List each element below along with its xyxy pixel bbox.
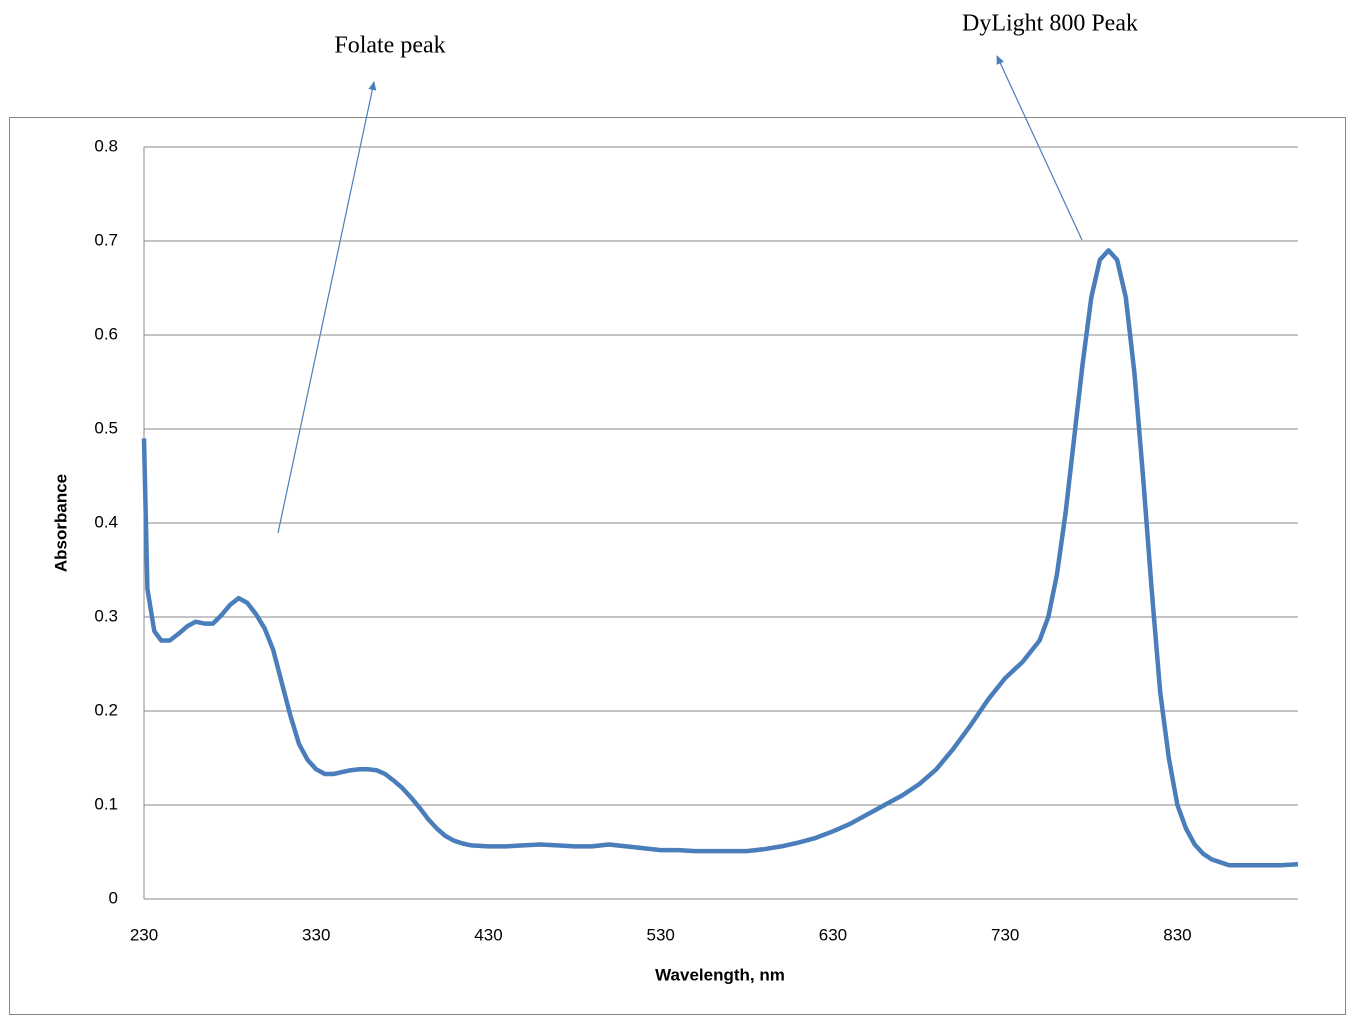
x-tick-label: 330: [302, 925, 330, 944]
y-tick-label: 0.4: [94, 512, 118, 531]
x-tick-label: 430: [474, 925, 502, 944]
x-tick-label: 230: [130, 925, 158, 944]
y-tick-label: 0.7: [94, 230, 118, 249]
x-tick-label: 630: [819, 925, 847, 944]
annotation-arrow: [277, 81, 377, 534]
y-tick-label: 0.2: [94, 700, 118, 719]
grid: [143, 146, 1298, 900]
y-tick-label: 0.8: [94, 136, 118, 155]
annotation: DyLight 800 Peak: [962, 11, 1138, 37]
y-tick-label: 0.5: [94, 418, 118, 437]
annotation-arrow: [996, 55, 1083, 241]
x-tick-label: 530: [647, 925, 675, 944]
x-tick-label: 830: [1163, 925, 1191, 944]
y-axis-title: Absorbance: [51, 474, 70, 572]
y-tick-label: 0.3: [94, 606, 118, 625]
plot-area: [141, 248, 1299, 868]
x-tick-label: 730: [991, 925, 1019, 944]
x-axis-title: Wavelength, nm: [655, 965, 785, 984]
y-tick-label: 0.1: [94, 794, 118, 813]
annotation: Folate peak: [334, 33, 445, 59]
y-tick-label: 0: [109, 888, 118, 907]
chart-frame: [9, 117, 1346, 1015]
data-line: [141, 248, 1299, 868]
y-tick-label: 0.6: [94, 324, 118, 343]
